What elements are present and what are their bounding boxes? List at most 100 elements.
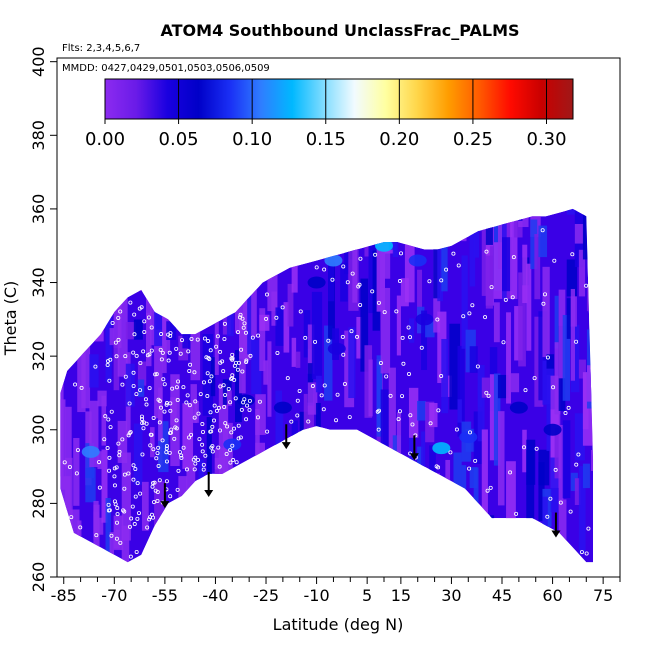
sample-point <box>358 302 363 307</box>
sample-point <box>508 470 513 475</box>
sample-point <box>349 329 354 334</box>
texture-band <box>481 377 491 398</box>
texture-band <box>591 450 594 471</box>
texture-band <box>538 225 548 258</box>
sample-point <box>168 408 173 413</box>
sample-point <box>149 432 154 437</box>
texture-band <box>162 280 167 374</box>
tropopause-arrow <box>160 483 170 509</box>
texture-band <box>146 312 152 367</box>
texture-band <box>554 295 559 349</box>
sample-point <box>200 422 205 427</box>
texture-band <box>307 324 315 374</box>
y-tick-label: 340 <box>29 267 48 298</box>
sample-point <box>131 350 136 355</box>
sample-point <box>485 488 490 493</box>
sample-point <box>167 350 172 355</box>
texture-band <box>89 400 99 468</box>
sample-point <box>141 349 146 354</box>
texture-band <box>283 302 290 353</box>
sample-point <box>127 431 132 436</box>
x-tick-label: 15 <box>391 586 411 605</box>
texture-band <box>255 394 266 435</box>
sample-point <box>454 427 459 432</box>
sample-point <box>134 353 139 358</box>
texture-band <box>457 399 462 423</box>
texture-band <box>222 422 233 512</box>
sample-point <box>224 451 229 456</box>
sample-point <box>239 407 244 412</box>
sample-point <box>181 385 186 390</box>
sample-point <box>222 337 227 342</box>
sample-point <box>142 329 147 334</box>
sample-point <box>155 498 160 503</box>
sample-point <box>436 408 441 413</box>
sample-point <box>222 405 227 410</box>
sample-point <box>168 334 173 339</box>
sample-point <box>203 453 208 458</box>
sample-point <box>210 424 215 429</box>
sample-point <box>205 394 210 399</box>
sample-point <box>192 370 197 375</box>
texture-band <box>352 230 358 303</box>
sample-point <box>212 403 217 408</box>
sample-point <box>205 371 210 376</box>
sample-point <box>120 382 125 387</box>
sample-point <box>570 252 575 257</box>
sample-point <box>388 393 393 398</box>
texture-band <box>562 314 571 401</box>
texture-band <box>400 278 409 307</box>
sample-point <box>107 468 112 473</box>
sample-point <box>210 449 215 454</box>
sample-point <box>248 353 253 358</box>
sample-point <box>483 315 488 320</box>
texture-band <box>570 288 576 381</box>
texture-band <box>449 323 461 410</box>
x-tick-label: 75 <box>593 586 613 605</box>
texture-band <box>578 249 586 297</box>
sample-point <box>208 429 213 434</box>
sample-point <box>189 432 194 437</box>
sample-point <box>400 335 405 340</box>
sample-point <box>503 297 508 302</box>
sample-point <box>132 312 137 317</box>
sample-point <box>247 408 252 413</box>
sample-point <box>207 379 212 384</box>
sample-point <box>164 446 169 451</box>
sample-point <box>114 520 119 525</box>
sample-point <box>375 409 380 414</box>
texture-band <box>380 245 391 279</box>
sample-point <box>216 445 221 450</box>
sample-point <box>154 456 159 461</box>
texture-band <box>538 462 545 522</box>
sample-point <box>122 486 127 491</box>
texture-band <box>251 339 262 395</box>
texture-band <box>372 250 380 331</box>
texture-band <box>433 248 441 299</box>
sample-point <box>135 516 140 521</box>
sample-point <box>218 384 223 389</box>
sample-point <box>467 311 472 316</box>
sample-point <box>134 549 139 554</box>
sample-point <box>174 346 179 351</box>
texture-band <box>574 413 585 461</box>
sample-point <box>136 511 141 516</box>
anomaly-patch <box>273 401 292 414</box>
texture-band <box>60 383 64 477</box>
sample-point <box>193 461 198 466</box>
texture-band <box>534 233 541 300</box>
sample-point <box>345 280 350 285</box>
x-axis: -85 -70 -55 -40 -25 -10 5 15 30 45 60 75 <box>51 577 621 605</box>
x-tick-label: -10 <box>304 586 330 605</box>
sample-point <box>376 300 381 305</box>
sample-point <box>115 512 120 517</box>
sample-point <box>579 550 584 555</box>
sample-point <box>168 401 173 406</box>
texture-band <box>113 529 120 549</box>
sample-point <box>122 472 127 477</box>
sample-point <box>215 334 220 339</box>
sample-point <box>118 540 123 545</box>
sample-point <box>196 458 201 463</box>
texture-band <box>457 345 465 437</box>
